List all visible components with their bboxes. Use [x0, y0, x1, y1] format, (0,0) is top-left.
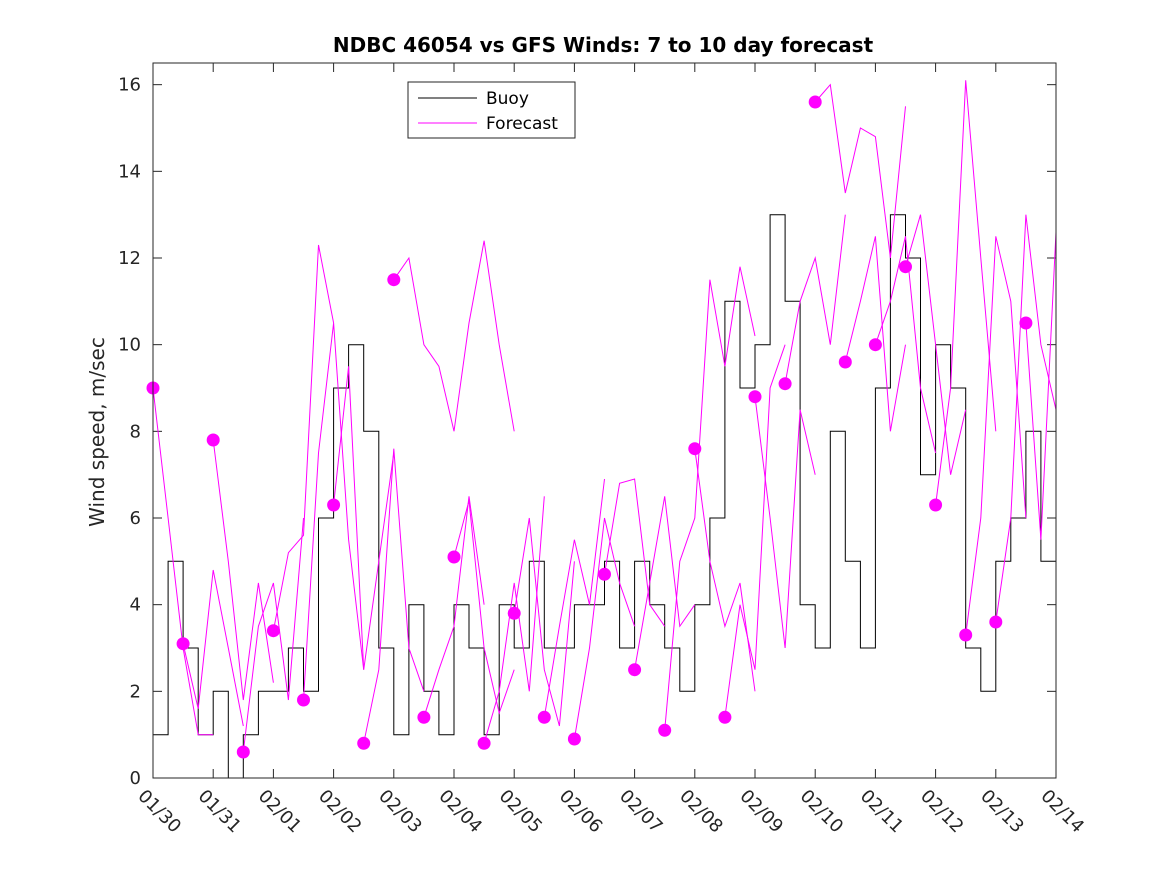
- forecast-series-line: [393, 240, 515, 432]
- forecast-series-line: [694, 448, 756, 692]
- forecast-start-marker: [688, 442, 702, 456]
- forecast-start-marker: [297, 693, 310, 707]
- y-tick-label: 2: [130, 681, 141, 702]
- plot-frame: [152, 62, 1057, 779]
- legend-box: [407, 81, 576, 139]
- series-layer: [146, 80, 1056, 778]
- forecast-series-line: [573, 517, 636, 740]
- forecast-start-marker: [868, 338, 882, 352]
- forecast-start-marker: [778, 377, 792, 391]
- forecast-start-marker: [989, 615, 1003, 629]
- legend-buoy-label: Buoy: [486, 89, 529, 109]
- forecast-start-marker: [718, 710, 732, 724]
- forecast-series-line: [453, 500, 515, 715]
- forecast-start-marker: [236, 745, 250, 759]
- forecast-series-line: [754, 396, 816, 649]
- forecast-start-marker: [387, 273, 401, 287]
- forecast-series-line: [935, 80, 997, 506]
- y-tick-label: 6: [130, 508, 141, 529]
- forecast-series-line: [423, 496, 485, 718]
- forecast-series-line: [844, 236, 906, 432]
- forecast-start-marker: [206, 433, 220, 447]
- forecast-series-line: [182, 569, 244, 727]
- forecast-start-marker: [507, 606, 521, 620]
- forecast-series-line: [272, 244, 335, 631]
- forecast-start-marker: [628, 663, 642, 677]
- forecast-start-marker: [477, 736, 491, 750]
- forecast-series-line: [212, 439, 274, 701]
- chart-title: NDBC 46054 vs GFS Winds: 7 to 10 day for…: [333, 33, 874, 57]
- forecast-series-line: [664, 266, 756, 731]
- forecast-series-line: [784, 214, 846, 384]
- forecast-start-marker: [447, 550, 461, 564]
- y-tick-label: 12: [118, 248, 141, 269]
- forecast-start-marker: [417, 710, 431, 724]
- buoy-series-line: [153, 214, 1056, 778]
- forecast-series-line: [874, 236, 937, 454]
- forecast-series-line: [965, 236, 1027, 636]
- y-axis-ticks: 0 2 4 6 8 10 12 14 16: [118, 75, 1056, 789]
- legend: Buoy Forecast: [407, 81, 576, 139]
- y-tick-label: 14: [118, 161, 141, 182]
- forecast-start-marker: [266, 624, 280, 638]
- y-tick-label: 4: [130, 595, 141, 616]
- forecast-series-line: [995, 214, 1056, 623]
- forecast-start-marker: [838, 355, 852, 369]
- forecast-series-line: [724, 344, 786, 718]
- forecast-start-marker: [567, 732, 581, 746]
- forecast-series-line: [543, 478, 605, 718]
- forecast-start-marker: [176, 637, 190, 651]
- forecast-start-marker: [598, 567, 611, 581]
- forecast-series-line: [1025, 231, 1056, 540]
- forecast-start-marker: [808, 95, 822, 109]
- forecast-series-line: [604, 478, 666, 627]
- y-axis-label: Wind speed, m/sec: [85, 337, 109, 527]
- forecast-start-marker: [658, 723, 672, 737]
- forecast-series-line: [905, 214, 967, 475]
- y-tick-label: 0: [130, 768, 141, 789]
- legend-forecast-label: Forecast: [486, 114, 558, 134]
- forecast-series-line: [303, 322, 365, 701]
- forecast-series-line: [634, 496, 696, 670]
- y-tick-label: 16: [118, 75, 141, 96]
- forecast-start-marker: [959, 628, 973, 642]
- forecast-series-line: [333, 366, 395, 670]
- forecast-start-marker: [537, 710, 551, 724]
- forecast-series-line: [513, 517, 575, 727]
- forecast-series-line: [814, 83, 906, 259]
- y-tick-label: 10: [118, 335, 141, 356]
- forecast-start-marker: [357, 736, 371, 750]
- forecast-start-marker: [327, 498, 341, 512]
- forecast-series-line: [483, 496, 545, 744]
- forecast-start-marker: [929, 498, 943, 512]
- forecast-start-marker: [1019, 316, 1033, 330]
- forecast-start-marker: [899, 260, 912, 274]
- forecast-start-marker: [748, 390, 762, 404]
- forecast-series-line: [242, 517, 304, 753]
- y-tick-label: 8: [130, 421, 141, 442]
- forecast-series-line: [363, 448, 425, 744]
